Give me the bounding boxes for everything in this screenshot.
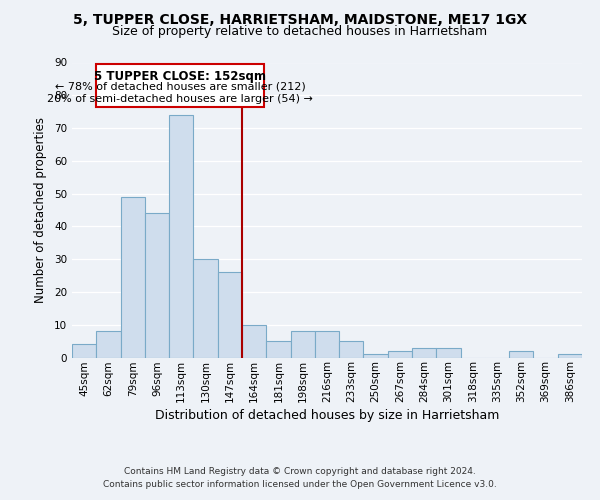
Bar xyxy=(121,197,145,358)
Bar xyxy=(412,348,436,358)
Text: 5 TUPPER CLOSE: 152sqm: 5 TUPPER CLOSE: 152sqm xyxy=(94,70,266,83)
X-axis label: Distribution of detached houses by size in Harrietsham: Distribution of detached houses by size … xyxy=(155,410,499,422)
Text: Size of property relative to detached houses in Harrietsham: Size of property relative to detached ho… xyxy=(112,25,488,38)
FancyBboxPatch shape xyxy=(96,64,264,107)
Text: 20% of semi-detached houses are larger (54) →: 20% of semi-detached houses are larger (… xyxy=(47,94,313,104)
Bar xyxy=(218,272,242,358)
Text: ← 78% of detached houses are smaller (212): ← 78% of detached houses are smaller (21… xyxy=(55,82,305,92)
Bar xyxy=(558,354,582,358)
Bar xyxy=(436,348,461,358)
Bar xyxy=(509,351,533,358)
Bar xyxy=(315,332,339,357)
Text: 5, TUPPER CLOSE, HARRIETSHAM, MAIDSTONE, ME17 1GX: 5, TUPPER CLOSE, HARRIETSHAM, MAIDSTONE,… xyxy=(73,12,527,26)
Bar xyxy=(339,341,364,357)
Bar xyxy=(145,214,169,358)
Bar xyxy=(96,332,121,357)
Bar xyxy=(388,351,412,358)
Bar xyxy=(169,115,193,358)
Bar xyxy=(266,341,290,357)
Bar xyxy=(193,259,218,358)
Bar xyxy=(242,324,266,358)
Bar xyxy=(364,354,388,358)
Bar xyxy=(290,332,315,357)
Bar xyxy=(72,344,96,358)
Y-axis label: Number of detached properties: Number of detached properties xyxy=(34,117,47,303)
Text: Contains HM Land Registry data © Crown copyright and database right 2024.
Contai: Contains HM Land Registry data © Crown c… xyxy=(103,468,497,489)
